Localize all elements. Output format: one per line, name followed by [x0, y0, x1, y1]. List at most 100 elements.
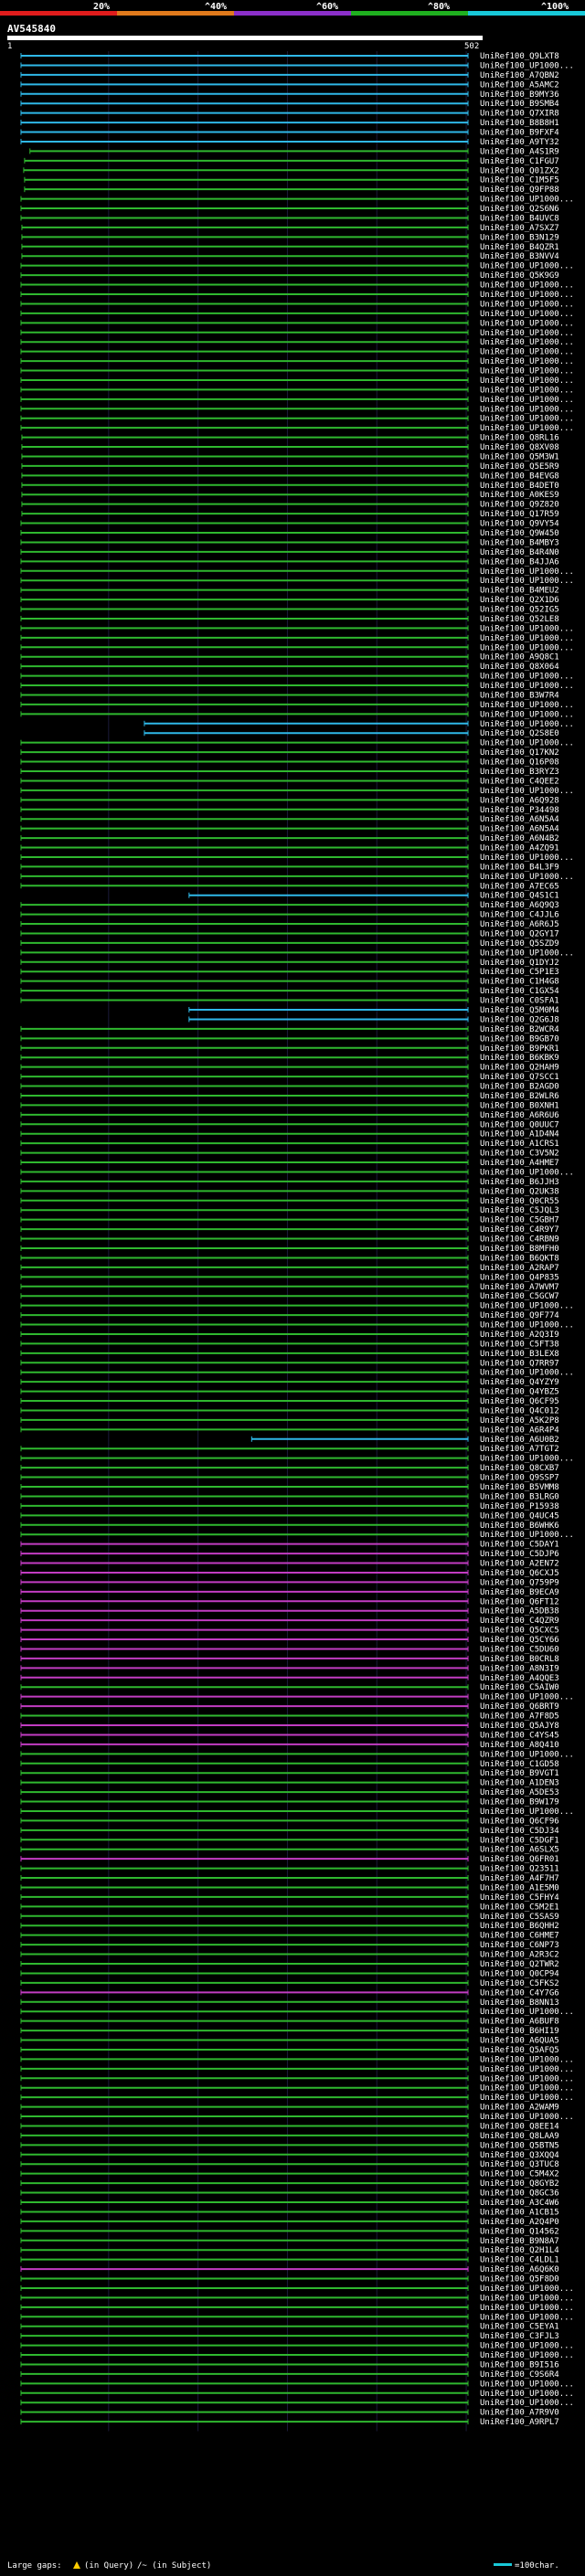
hit-label[interactable]: UniRef100_B4R4N0 — [480, 548, 559, 557]
hit-label[interactable]: UniRef100_A6QUA5 — [480, 2037, 559, 2046]
hit-label[interactable]: UniRef100_B6WHK6 — [480, 1521, 559, 1531]
hit-label[interactable]: UniRef100_Q5K9G9 — [480, 271, 559, 281]
hit-label[interactable]: UniRef100_C6HME7 — [480, 1932, 559, 1941]
hit-label[interactable]: UniRef100_Q6BRT9 — [480, 1702, 559, 1712]
hit-label[interactable]: UniRef100_C5M2E1 — [480, 1903, 559, 1912]
hit-label[interactable]: UniRef100_Q4C012 — [480, 1406, 559, 1415]
hit-label[interactable]: UniRef100_C4R9Y7 — [480, 1225, 559, 1235]
hit-label[interactable]: UniRef100_UP1000... — [480, 424, 574, 433]
hit-label[interactable]: UniRef100_B9FXF4 — [480, 129, 559, 138]
hit-label[interactable]: UniRef100_UP1000... — [480, 348, 574, 357]
hit-label[interactable]: UniRef100_A4F7H7 — [480, 1874, 559, 1883]
hit-label[interactable]: UniRef100_Q0CR55 — [480, 1197, 559, 1206]
hit-label[interactable]: UniRef100_Q6CF96 — [480, 1817, 559, 1826]
hit-label[interactable]: UniRef100_C5DJ34 — [480, 1827, 559, 1836]
hit-label[interactable]: UniRef100_UP1000... — [480, 673, 574, 682]
hit-label[interactable]: UniRef100_B4UVC8 — [480, 214, 559, 223]
hit-label[interactable]: UniRef100_A8Q410 — [480, 1741, 559, 1750]
hit-label[interactable]: UniRef100_C1H4G8 — [480, 978, 559, 987]
hit-label[interactable]: UniRef100_A6R4P4 — [480, 1426, 559, 1435]
hit-label[interactable]: UniRef100_B6KBK9 — [480, 1054, 559, 1063]
hit-label[interactable]: UniRef100_UP1000... — [480, 376, 574, 386]
hit-label[interactable]: UniRef100_A1CRS1 — [480, 1140, 559, 1149]
hit-label[interactable]: UniRef100_UP1000... — [480, 2074, 574, 2083]
hit-label[interactable]: UniRef100_UP1000... — [480, 873, 574, 882]
hit-label[interactable]: UniRef100_A1D4N4 — [480, 1130, 559, 1140]
hit-label[interactable]: UniRef100_UP1000... — [480, 710, 574, 719]
hit-label[interactable]: UniRef100_UP1000... — [480, 2342, 574, 2351]
hit-label[interactable]: UniRef100_Q17KN2 — [480, 748, 559, 758]
hit-label[interactable]: UniRef100_A4QQE3 — [480, 1674, 559, 1683]
hit-label[interactable]: UniRef100_B3W7R4 — [480, 691, 559, 700]
hit-label[interactable]: UniRef100_Q7SCC1 — [480, 1073, 559, 1082]
hit-label[interactable]: UniRef100_C5AIW0 — [480, 1683, 559, 1692]
hit-label[interactable]: UniRef100_A5DB38 — [480, 1607, 559, 1617]
hit-label[interactable]: UniRef100_A7QBN2 — [480, 71, 559, 80]
hit-label[interactable]: UniRef100_C5GCW7 — [480, 1292, 559, 1301]
hit-label[interactable]: UniRef100_Q4P835 — [480, 1273, 559, 1282]
hit-label[interactable]: UniRef100_B8MFH0 — [480, 1245, 559, 1254]
hit-label[interactable]: UniRef100_UP1000... — [480, 2399, 574, 2408]
hit-label[interactable]: UniRef100_Q5CXC5 — [480, 1627, 559, 1636]
hit-label[interactable]: UniRef100_A6Q6K0 — [480, 2265, 559, 2274]
hit-label[interactable]: UniRef100_A4S1R9 — [480, 147, 559, 156]
hit-label[interactable]: UniRef100_Q5E5R9 — [480, 462, 559, 472]
hit-label[interactable]: UniRef100_C5M4X2 — [480, 2170, 559, 2179]
hit-label[interactable]: UniRef100_Q8EE14 — [480, 2122, 559, 2131]
hit-label[interactable]: UniRef100_A2EN72 — [480, 1560, 559, 1569]
hit-label[interactable]: UniRef100_UP1000... — [480, 61, 574, 70]
hit-label[interactable]: UniRef100_UP1000... — [480, 1302, 574, 1311]
hit-label[interactable]: UniRef100_UP1000... — [480, 1455, 574, 1464]
hit-label[interactable]: UniRef100_UP1000... — [480, 2084, 574, 2094]
hit-label[interactable]: UniRef100_A8N3I9 — [480, 1664, 559, 1673]
hit-label[interactable]: UniRef100_UP1000... — [480, 739, 574, 748]
hit-label[interactable]: UniRef100_UP1000... — [480, 1750, 574, 1759]
hit-label[interactable]: UniRef100_UP1000... — [480, 386, 574, 395]
hit-label[interactable]: UniRef100_C5GBH7 — [480, 1216, 559, 1225]
hit-label[interactable]: UniRef100_C4Y7G6 — [480, 1988, 559, 1998]
hit-label[interactable]: UniRef100_UP1000... — [480, 2065, 574, 2074]
hit-label[interactable]: UniRef100_A7R9V0 — [480, 2409, 559, 2418]
hit-label[interactable]: UniRef100_UP1000... — [480, 1321, 574, 1330]
hit-label[interactable]: UniRef100_UP1000... — [480, 415, 574, 424]
hit-label[interactable]: UniRef100_Q7XIR8 — [480, 110, 559, 119]
hit-label[interactable]: UniRef100_UP1000... — [480, 196, 574, 205]
hit-label[interactable]: UniRef100_B0CRL8 — [480, 1655, 559, 1664]
hit-label[interactable]: UniRef100_Q14562 — [480, 2227, 559, 2236]
hit-label[interactable]: UniRef100_Q2HAH9 — [480, 1064, 559, 1073]
hit-label[interactable]: UniRef100_Q5SZD9 — [480, 939, 559, 949]
hit-label[interactable]: UniRef100_UP1000... — [480, 634, 574, 643]
hit-label[interactable]: UniRef100_UP1000... — [480, 291, 574, 300]
hit-label[interactable]: UniRef100_A1DEN3 — [480, 1779, 559, 1788]
hit-label[interactable]: UniRef100_A4HME7 — [480, 1159, 559, 1168]
hit-label[interactable]: UniRef100_UP1000... — [480, 300, 574, 309]
hit-label[interactable]: UniRef100_C5P1E3 — [480, 968, 559, 977]
hit-label[interactable]: UniRef100_UP1000... — [480, 2313, 574, 2322]
hit-label[interactable]: UniRef100_A6SLX5 — [480, 1846, 559, 1855]
hit-label[interactable]: UniRef100_A9TY32 — [480, 138, 559, 147]
hit-label[interactable]: UniRef100_UP1000... — [480, 577, 574, 586]
hit-label[interactable]: UniRef100_Q1DYJ2 — [480, 959, 559, 968]
hit-label[interactable]: UniRef100_A9RPL7 — [480, 2418, 559, 2427]
hit-label[interactable]: UniRef100_C9S6R4 — [480, 2370, 559, 2380]
hit-label[interactable]: UniRef100_B4MBY3 — [480, 538, 559, 547]
hit-label[interactable]: UniRef100_UP1000... — [480, 396, 574, 405]
hit-label[interactable]: UniRef100_C4JJL6 — [480, 911, 559, 920]
hit-label[interactable]: UniRef100_UP1000... — [480, 1693, 574, 1702]
hit-label[interactable]: UniRef100_C5DU60 — [480, 1645, 559, 1654]
hit-label[interactable]: UniRef100_Q2GY17 — [480, 929, 559, 938]
hit-label[interactable]: UniRef100_UP1000... — [480, 2351, 574, 2360]
hit-label[interactable]: UniRef100_B4JJA6 — [480, 557, 559, 567]
hit-label[interactable]: UniRef100_Q4S1C1 — [480, 892, 559, 901]
hit-label[interactable]: UniRef100_P34498 — [480, 806, 559, 815]
hit-label[interactable]: UniRef100_B8B8H1 — [480, 119, 559, 128]
hit-label[interactable]: UniRef100_Q2X1D6 — [480, 596, 559, 605]
hit-label[interactable]: UniRef100_A6N4B2 — [480, 834, 559, 843]
hit-label[interactable]: UniRef100_A6Q9Q3 — [480, 901, 559, 910]
hit-label[interactable]: UniRef100_B2WCR4 — [480, 1025, 559, 1034]
hit-label[interactable]: UniRef100_B3RYZ3 — [480, 768, 559, 777]
hit-label[interactable]: UniRef100_UP1000... — [480, 2294, 574, 2303]
hit-label[interactable]: UniRef100_A2Q4P0 — [480, 2218, 559, 2227]
hit-label[interactable]: UniRef100_Q16P08 — [480, 758, 559, 768]
hit-label[interactable]: UniRef100_A6R6U6 — [480, 1111, 559, 1120]
